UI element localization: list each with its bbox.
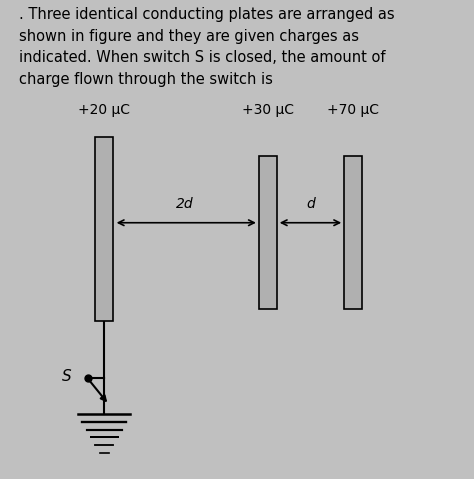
Bar [344,156,362,309]
Text: 2d: 2d [176,197,194,211]
Bar [259,156,277,309]
Text: d: d [306,197,315,211]
Text: . Three identical conducting plates are arranged as
shown in figure and they are: . Three identical conducting plates are … [19,7,394,87]
Text: +30 μC: +30 μC [242,103,294,117]
Text: S: S [62,368,71,384]
Text: +70 μC: +70 μC [327,103,379,117]
Bar [95,137,113,321]
Text: +20 μC: +20 μC [78,103,130,117]
